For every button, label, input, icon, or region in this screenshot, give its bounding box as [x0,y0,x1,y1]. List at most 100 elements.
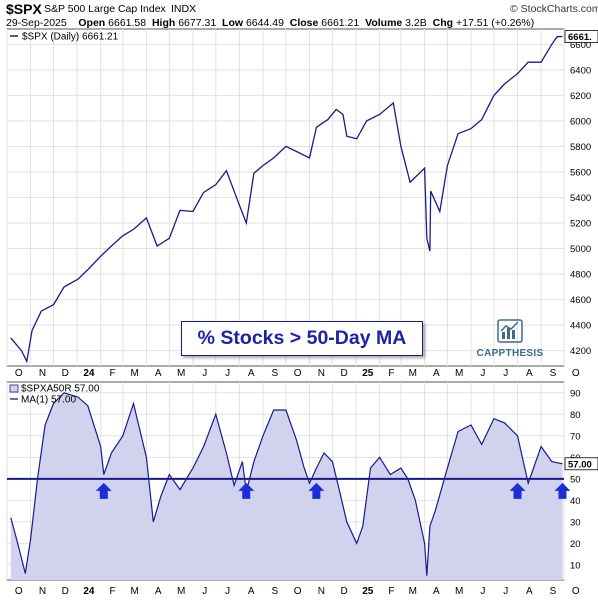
signal-arrow [554,482,571,499]
x-axis-label: O [572,586,580,597]
x-axis-label: A [155,368,162,379]
x-axis-label: A [433,368,440,379]
x-axis-label: O [572,368,580,379]
brand-chart-icon [497,319,523,343]
spx-price-line [10,35,563,364]
low-value: 6644.49 [245,17,284,29]
callout-box: % Stocks > 50-Day MA [181,321,423,356]
x-axis-label: F [388,368,394,379]
source-watermark: © StockCharts.com [510,3,598,15]
x-axis-label: F [109,368,115,379]
spx-ytick-label: 4200 [570,346,591,357]
x-axis-label: D [341,586,348,597]
x-axis-label: J [225,586,230,597]
x-axis-label: 24 [83,368,95,379]
x-axis-label: A [526,368,533,379]
x-axis-label: A [248,368,255,379]
spx-ytick-label: 5800 [570,142,591,153]
x-axis-label: M [130,368,138,379]
x-axis-label: A [526,586,533,597]
x-axis-label: O [294,368,302,379]
brand-logo: CAPPTHESIS [472,319,548,359]
x-axis-label: N [39,368,46,379]
x-axis-label: A [155,586,162,597]
x-axis-label: D [62,586,69,597]
chg-value: +17.51 (+0.26%) [455,17,535,29]
open-label: Open [78,17,106,29]
breadth-area-fill [10,392,563,580]
low-label: Low [222,17,244,29]
x-axis-label: M [455,586,463,597]
x-axis-label: S [550,368,557,379]
breadth-last-value: 57.00 [568,459,592,470]
x-axis-label: 24 [83,586,95,597]
chg-label: Chg [432,17,454,29]
signal-arrow [308,482,325,499]
x-axis-label: O [15,368,23,379]
x-axis-label: N [318,368,325,379]
x-axis-label: M [409,368,417,379]
signal-arrow [238,482,255,499]
x-axis-label: A [248,586,255,597]
quote-line: 29-Sep-2025 Open 6661.58 High 6677.31 Lo… [6,17,534,29]
spx-ytick-label: 4800 [570,270,591,281]
signal-arrow [509,482,526,499]
breadth-ytick-label: 10 [570,560,581,571]
x-axis-label: J [225,368,230,379]
breadth-ytick-label: 50 [570,474,581,485]
x-axis-label: D [62,368,69,379]
x-axis-label: D [341,368,348,379]
x-axis-label: F [109,586,115,597]
breadth-last-tag [564,457,598,471]
x-axis-label: N [318,586,325,597]
spx-ytick-label: 4600 [570,295,591,306]
spx-ytick-label: 4400 [570,321,591,332]
spx-last-tag [564,30,598,43]
x-axis-label: S [271,586,278,597]
close-label: Close [289,17,319,29]
x-axis-label: J [480,368,485,379]
breadth-legend-swatch [9,384,19,393]
x-axis-label: M [409,586,417,597]
spx-ytick-label: 5400 [570,193,591,204]
ticker-symbol: $SPX [6,1,42,17]
breadth-ytick-label: 80 [570,410,581,421]
x-axis-label: M [455,368,463,379]
breadth-ytick-label: 90 [570,388,581,399]
x-axis-label: 25 [362,586,374,597]
volume-label: Volume [365,17,403,29]
breadth-line [10,392,563,576]
spx-ytick-label: 6600 [570,40,591,51]
breadth-ytick-label: 20 [570,539,581,550]
spx-last-value: 6661. [568,32,592,43]
breadth-ytick-label: 70 [570,431,581,442]
spx-ytick-label: 6400 [570,65,591,76]
x-axis-label: J [503,368,508,379]
spx-legend-text: $SPX (Daily) 6661.21 [22,32,119,43]
high-value: 6677.31 [178,17,217,29]
x-axis-label: M [177,368,185,379]
exchange-label: INDX [171,3,197,15]
quote-date: 29-Sep-2025 [6,17,67,29]
x-axis-label: S [271,368,278,379]
x-axis-label: S [550,586,557,597]
close-value: 6661.21 [321,17,360,29]
index-name: S&P 500 Large Cap Index [44,3,166,15]
breadth-legend-text: $SPXA50R 57.00 [21,384,100,395]
x-axis-label: 25 [362,368,374,379]
x-axis-label: M [130,586,138,597]
high-label: High [151,17,176,29]
x-axis-label: O [15,586,23,597]
breadth-ytick-label: 30 [570,517,581,528]
x-axis-label: O [294,586,302,597]
spx-ytick-label: 5000 [570,244,591,255]
x-axis-label: J [202,368,207,379]
breadth-ytick-label: 40 [570,496,581,507]
x-axis-label: N [39,586,46,597]
volume-value: 3.2B [405,17,427,29]
x-axis-label: F [388,586,394,597]
spx-ytick-label: 6200 [570,91,591,102]
spx-ytick-label: 5600 [570,167,591,178]
x-axis-label: J [480,586,485,597]
